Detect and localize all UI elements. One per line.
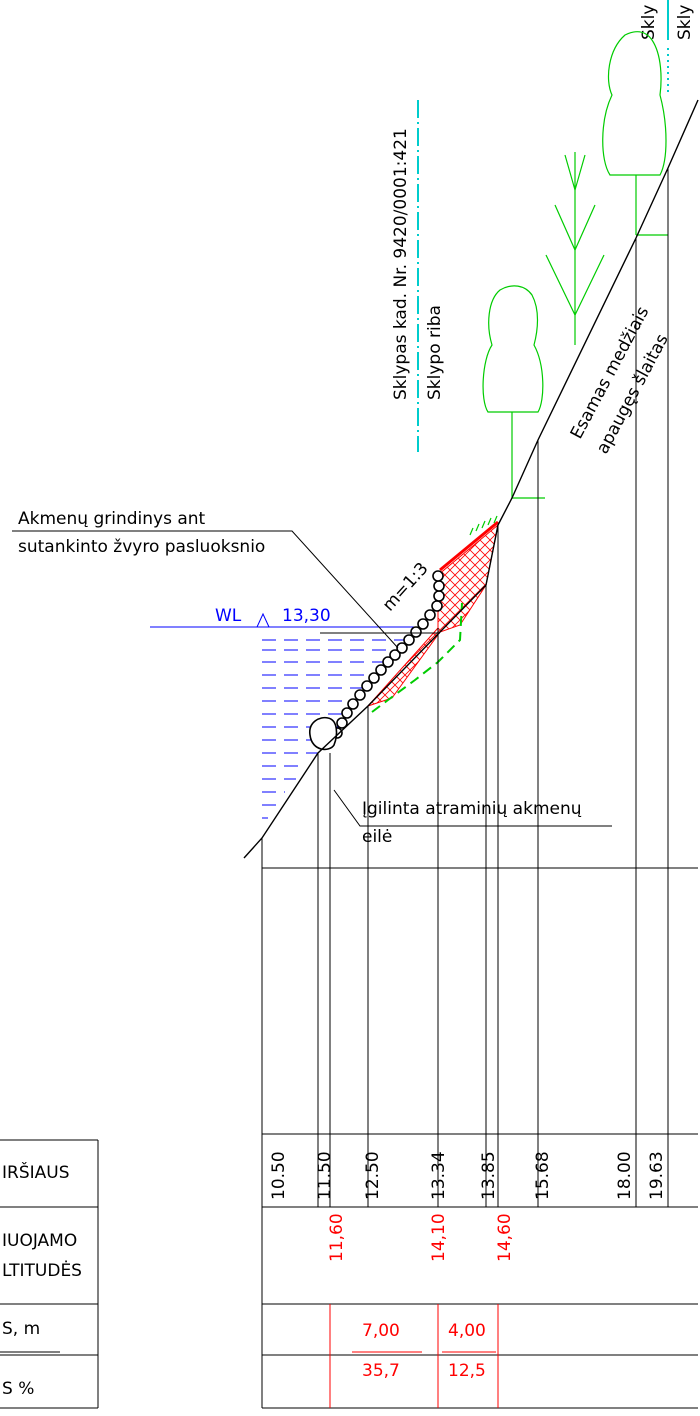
- design-elevation: 11,60: [327, 1213, 347, 1262]
- tree-icon: [602, 31, 668, 236]
- segment-length: 4,00: [448, 1321, 486, 1341]
- stones-label-2: eilė: [362, 827, 392, 847]
- design-elevation: 14,10: [429, 1213, 449, 1262]
- stones-label-1: Įgilinta atraminių akmenų: [362, 799, 582, 819]
- segment-slope: 12,5: [448, 1361, 486, 1381]
- plot-label-partial-1: Skly: [639, 5, 659, 40]
- stones-leader: [333, 789, 612, 827]
- segment-slope: 35,7: [362, 1361, 400, 1381]
- section-lines: [261, 168, 669, 868]
- plot-boundary-label: Sklypo riba: [425, 305, 445, 400]
- existing-ground-line: [243, 99, 699, 859]
- slope-ratio-label: m=1:3: [379, 559, 433, 616]
- water-level-label: WL: [215, 606, 242, 626]
- water-area: [150, 612, 418, 819]
- existing-elevation: 12.50: [363, 1151, 383, 1200]
- plot-label: Sklypas kad. Nr. 9420/0001:421: [391, 128, 411, 400]
- row-label-length: S, m: [2, 1319, 40, 1339]
- segment-length: 7,00: [362, 1321, 400, 1341]
- support-stone: [309, 716, 338, 751]
- row-label-slope: S %: [2, 1379, 34, 1399]
- conifer-icon: [545, 152, 605, 345]
- plot-label-partial-2: Skly: [675, 5, 695, 40]
- design-elevation: 14,60: [495, 1213, 515, 1262]
- plot-boundary-line: [417, 0, 669, 452]
- existing-elevation: 18.00: [615, 1151, 635, 1200]
- row-label-design-1: IUOJAMO: [2, 1231, 77, 1251]
- row-label-surface: IRŠIAUS: [2, 1161, 70, 1183]
- existing-elevation: 10.50: [269, 1151, 289, 1200]
- existing-elevation: 11.50: [315, 1151, 335, 1200]
- design-fill: [366, 515, 499, 713]
- profile-table: [0, 867, 698, 1409]
- row-label-design-2: LTITUDĖS: [2, 1260, 82, 1281]
- existing-elevation: 19.63: [647, 1151, 667, 1200]
- existing-elevation: 13.85: [479, 1151, 499, 1200]
- paving-label-2: sutankinto žvyro pasluoksnio: [18, 537, 265, 557]
- stone-paving: [331, 570, 445, 739]
- existing-elevation: 15.68: [533, 1151, 553, 1200]
- water-level-value: 13,30: [282, 606, 331, 626]
- paving-leader: [12, 530, 399, 649]
- existing-elevation: 13.34: [429, 1151, 449, 1200]
- paving-label-1: Akmenų grindinys ant: [18, 509, 206, 529]
- tree-icon: [482, 285, 545, 499]
